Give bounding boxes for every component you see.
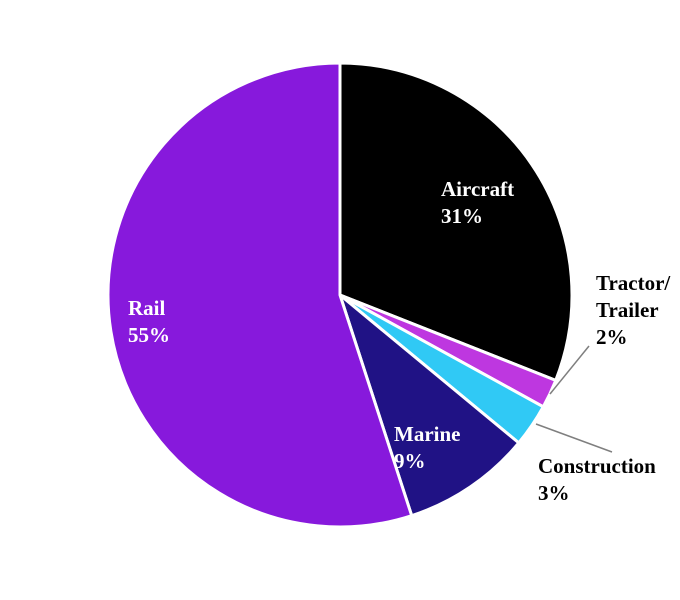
slice-label-line: Aircraft (441, 177, 514, 201)
leader-line-tractor-trailer (549, 345, 590, 395)
leader-line-construction (535, 423, 613, 453)
slice-label-line: Marine (394, 422, 460, 446)
slice-label-line: Rail (128, 296, 166, 320)
slice-value-label: 31% (441, 204, 483, 228)
slice-label-rail: Rail 55% (128, 296, 170, 347)
slice-label-tractor-trailer: Tractor/Trailer 2% (596, 271, 671, 349)
pie-slice-rail (106, 61, 414, 529)
pie-slice-marine (338, 293, 521, 518)
pie-slice-aircraft (338, 61, 574, 382)
slice-value-label: 55% (128, 323, 170, 347)
slice-value-label: 2% (596, 325, 628, 349)
slice-label-aircraft: Aircraft 31% (441, 177, 514, 228)
slice-label-line: Tractor/ (596, 271, 671, 295)
slice-value-label: 9% (394, 449, 426, 473)
slice-label-line: Construction (538, 454, 656, 478)
slice-value-label: 3% (538, 481, 570, 505)
slice-label-construction: Construction 3% (538, 454, 656, 505)
slice-label-line: Trailer (596, 298, 659, 322)
slice-label-marine: Marine 9% (394, 422, 460, 473)
